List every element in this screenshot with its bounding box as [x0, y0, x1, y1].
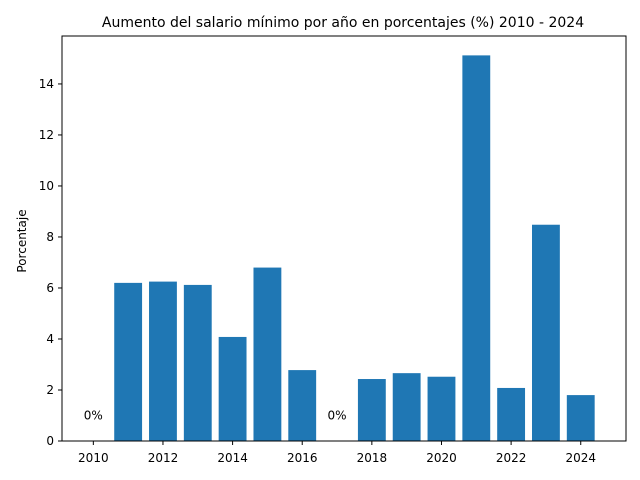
bar-2016: [288, 370, 317, 441]
x-tick-label: 2014: [217, 451, 248, 465]
x-tick-label: 2012: [148, 451, 179, 465]
y-tick-label: 8: [46, 230, 54, 244]
y-tick-label: 4: [46, 332, 54, 346]
bar-2022: [497, 387, 526, 441]
x-tick-label: 2024: [565, 451, 596, 465]
bar-2011: [114, 282, 143, 441]
bar-2015: [253, 267, 282, 441]
x-tick-label: 2020: [426, 451, 457, 465]
annotation-2010: 0%: [84, 408, 103, 422]
y-tick-label: 6: [46, 281, 54, 295]
y-tick-label: 14: [39, 77, 54, 91]
bar-2021: [462, 55, 491, 441]
x-tick-label: 2022: [496, 451, 527, 465]
annotation-2017: 0%: [328, 408, 347, 422]
y-tick-label: 2: [46, 383, 54, 397]
bar-2023: [532, 224, 560, 441]
bar-2018: [357, 379, 386, 441]
x-tick-label: 2018: [357, 451, 388, 465]
bar-2013: [183, 284, 212, 441]
x-tick-label: 2010: [78, 451, 109, 465]
y-tick-label: 12: [39, 128, 54, 142]
y-axis-label: Porcentaje: [15, 209, 29, 272]
plot-frame: [61, 35, 627, 442]
bar-2024: [566, 395, 595, 441]
chart-title: Aumento del salario mínimo por año en po…: [102, 15, 584, 31]
x-tick-label: 2016: [287, 451, 318, 465]
bars-group: [114, 55, 595, 441]
bar-2014: [218, 336, 247, 441]
x-axis-ticks: 2010 2012 2014 2016 2018 2020 2022 2024: [78, 441, 596, 465]
bar-2019: [392, 373, 421, 441]
y-tick-label: 10: [39, 179, 54, 193]
annotations-group: 0% 0%: [84, 408, 347, 422]
y-tick-label: 0: [46, 434, 54, 448]
bar-2020: [427, 376, 456, 441]
bar-2012: [149, 281, 177, 441]
y-axis-ticks: 0 2 4 6 8 10 12 14: [39, 77, 62, 448]
